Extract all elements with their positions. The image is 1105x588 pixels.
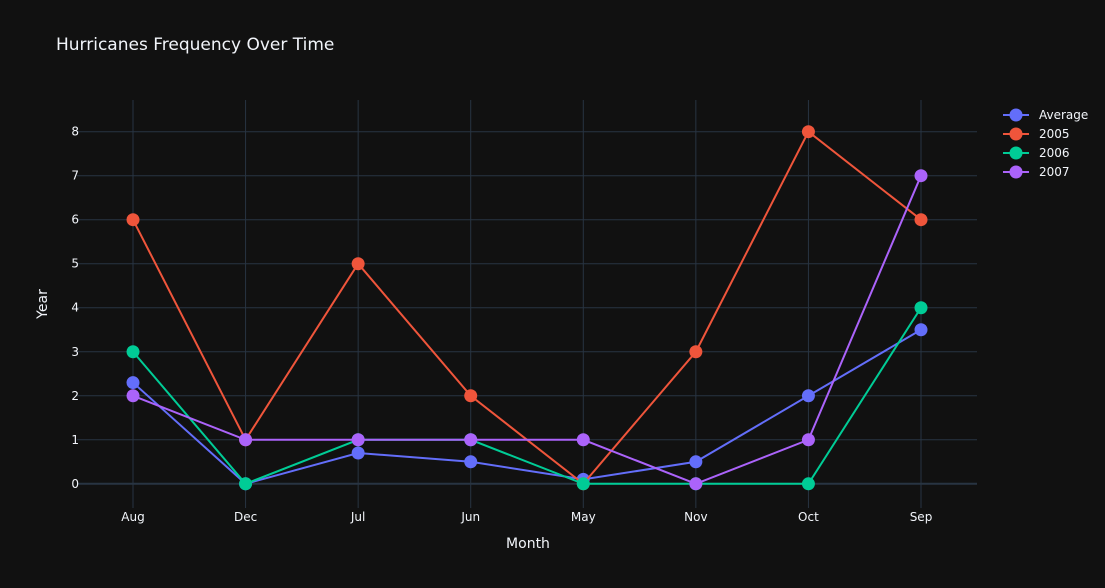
y-tick-label: 4 xyxy=(71,301,79,315)
legend-label: 2007 xyxy=(1039,165,1070,179)
data-point[interactable] xyxy=(914,169,928,183)
legend-marker-swatch xyxy=(1009,108,1023,122)
legend-item[interactable]: 2005 xyxy=(1003,127,1070,141)
y-tick-label: 6 xyxy=(71,213,79,227)
data-point[interactable] xyxy=(576,433,590,447)
series-2007 xyxy=(126,169,928,491)
data-point[interactable] xyxy=(914,323,928,337)
legend-item[interactable]: Average xyxy=(1003,108,1088,122)
y-tick-label: 0 xyxy=(71,477,79,491)
x-tick-label: Oct xyxy=(798,510,819,524)
series-line xyxy=(132,307,922,485)
data-point[interactable] xyxy=(801,433,815,447)
x-tick-label: Jun xyxy=(460,510,480,524)
data-point[interactable] xyxy=(464,433,478,447)
y-tick-label: 5 xyxy=(71,257,79,271)
data-point[interactable] xyxy=(576,477,590,491)
y-tick-label: 8 xyxy=(71,125,79,139)
tick-layer: Aug Dec Jul Jun May Nov Oct Sep 0 1 2 3 4 5 6 7 8 xyxy=(71,125,932,524)
legend[interactable]: Average 2005 2006 2007 xyxy=(1003,108,1088,179)
data-point[interactable] xyxy=(801,389,815,403)
legend-label: 2006 xyxy=(1039,146,1070,160)
data-point[interactable] xyxy=(126,213,140,227)
data-point[interactable] xyxy=(239,477,253,491)
data-point[interactable] xyxy=(126,345,140,359)
y-tick-label: 7 xyxy=(71,169,79,183)
data-point[interactable] xyxy=(351,433,365,447)
legend-label: 2005 xyxy=(1039,127,1070,141)
data-point[interactable] xyxy=(801,477,815,491)
data-point[interactable] xyxy=(914,301,928,315)
data-point[interactable] xyxy=(126,389,140,403)
legend-marker-swatch xyxy=(1009,146,1023,160)
chart-title: Hurricanes Frequency Over Time xyxy=(56,35,334,55)
series-average xyxy=(126,323,928,491)
series-layer xyxy=(126,125,928,491)
legend-item[interactable]: 2007 xyxy=(1003,165,1070,179)
grid-layer xyxy=(77,100,977,508)
x-tick-label: Dec xyxy=(234,510,257,524)
x-tick-label: Aug xyxy=(121,510,144,524)
data-point[interactable] xyxy=(689,455,703,469)
y-tick-label: 1 xyxy=(71,433,79,447)
series-line xyxy=(132,328,922,485)
series-line xyxy=(132,175,922,485)
x-axis-title: Month xyxy=(506,536,550,552)
data-point[interactable] xyxy=(239,433,253,447)
data-point[interactable] xyxy=(464,455,478,469)
data-point[interactable] xyxy=(801,125,815,139)
data-point[interactable] xyxy=(126,376,140,390)
x-tick-label: May xyxy=(571,510,596,524)
x-tick-label: Sep xyxy=(910,510,933,524)
legend-marker-swatch xyxy=(1009,165,1023,179)
y-axis-title: Year xyxy=(35,289,51,320)
y-tick-label: 2 xyxy=(71,389,79,403)
x-tick-label: Jul xyxy=(350,510,365,524)
legend-marker-swatch xyxy=(1009,127,1023,141)
data-point[interactable] xyxy=(351,446,365,460)
data-point[interactable] xyxy=(914,213,928,227)
data-point[interactable] xyxy=(689,477,703,491)
legend-label: Average xyxy=(1039,108,1088,122)
data-point[interactable] xyxy=(464,389,478,403)
y-tick-label: 3 xyxy=(71,345,79,359)
x-tick-label: Nov xyxy=(684,510,707,524)
data-point[interactable] xyxy=(351,257,365,271)
data-point[interactable] xyxy=(689,345,703,359)
legend-item[interactable]: 2006 xyxy=(1003,146,1070,160)
